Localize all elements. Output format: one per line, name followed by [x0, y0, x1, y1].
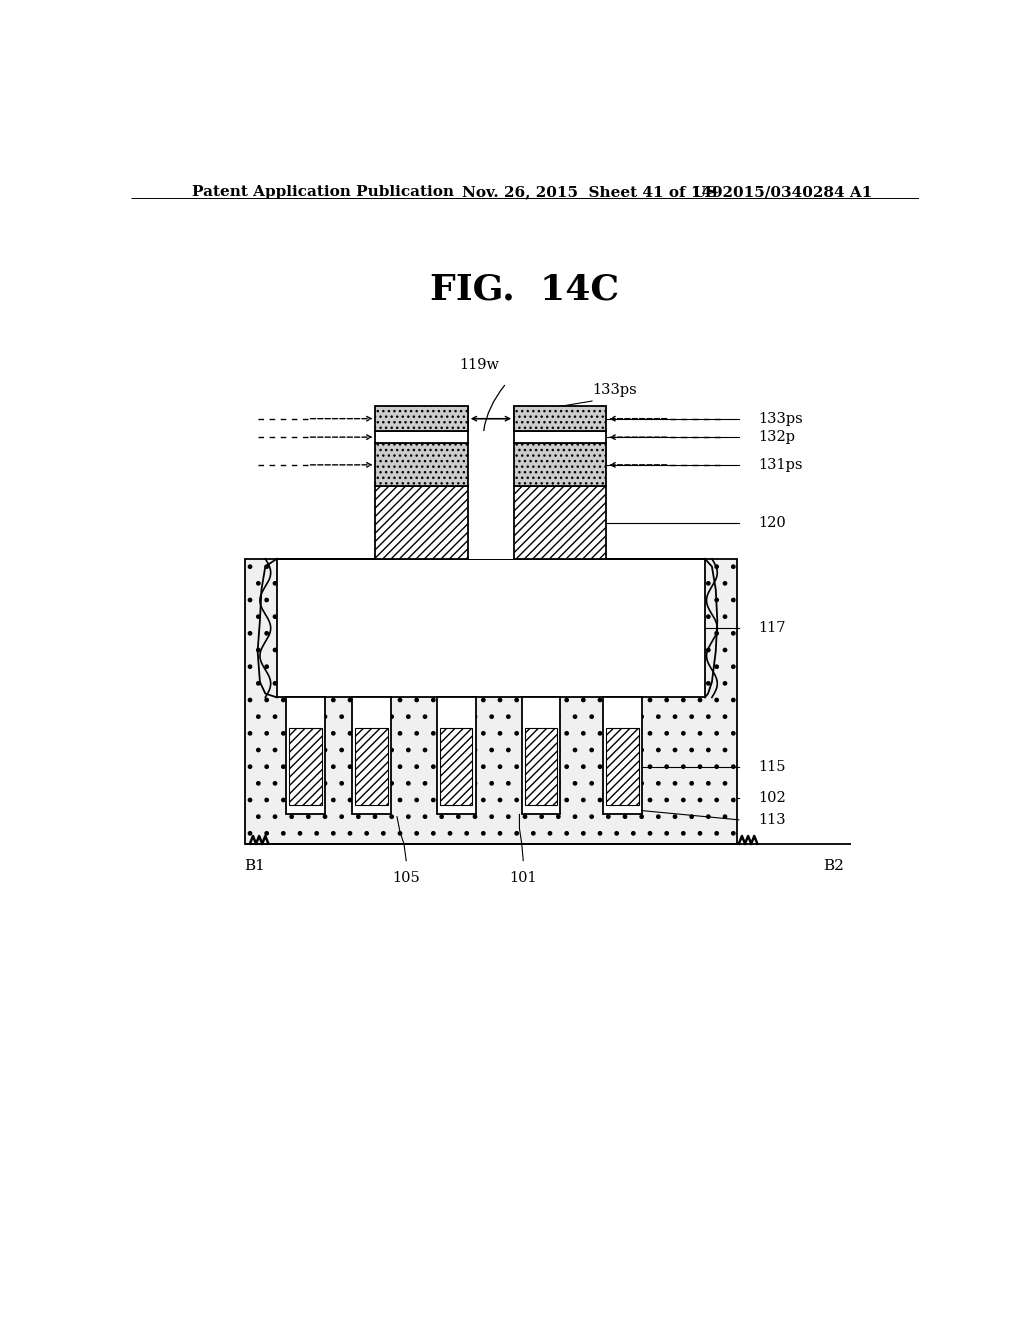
Bar [376, 486, 468, 558]
Text: B2: B2 [823, 859, 845, 873]
Bar [521, 697, 560, 814]
Bar [468, 432, 514, 558]
Bar [245, 558, 737, 843]
Text: Patent Application Publication: Patent Application Publication [193, 185, 455, 199]
Bar [376, 444, 468, 486]
Text: 115: 115 [758, 760, 785, 774]
Bar [352, 697, 391, 814]
Bar [514, 432, 606, 444]
Bar [524, 729, 557, 805]
Bar [603, 697, 642, 814]
Text: 105: 105 [392, 871, 420, 884]
Text: US 2015/0340284 A1: US 2015/0340284 A1 [692, 185, 872, 199]
Text: FIG.  14C: FIG. 14C [430, 272, 620, 306]
Text: 101: 101 [510, 871, 537, 884]
Bar [289, 729, 322, 805]
Text: B1: B1 [245, 859, 265, 873]
Text: 133ps: 133ps [758, 412, 803, 425]
Text: 119w: 119w [460, 358, 500, 372]
Text: 120: 120 [758, 516, 785, 529]
Bar [440, 729, 472, 805]
Text: 131ps: 131ps [758, 458, 803, 471]
Bar [606, 729, 639, 805]
Text: 132p: 132p [758, 430, 795, 444]
Text: Nov. 26, 2015  Sheet 41 of 149: Nov. 26, 2015 Sheet 41 of 149 [462, 185, 722, 199]
Bar [376, 407, 468, 430]
Bar [514, 444, 606, 486]
Text: 133ps: 133ps [593, 383, 637, 397]
Text: 113: 113 [758, 813, 785, 826]
Bar [376, 432, 468, 444]
Bar [286, 697, 325, 814]
Text: 117: 117 [758, 622, 785, 635]
Bar [437, 697, 475, 814]
Bar [514, 407, 606, 430]
Bar [355, 729, 388, 805]
Bar [276, 558, 705, 697]
Text: 102: 102 [758, 791, 785, 804]
Bar [514, 486, 606, 558]
